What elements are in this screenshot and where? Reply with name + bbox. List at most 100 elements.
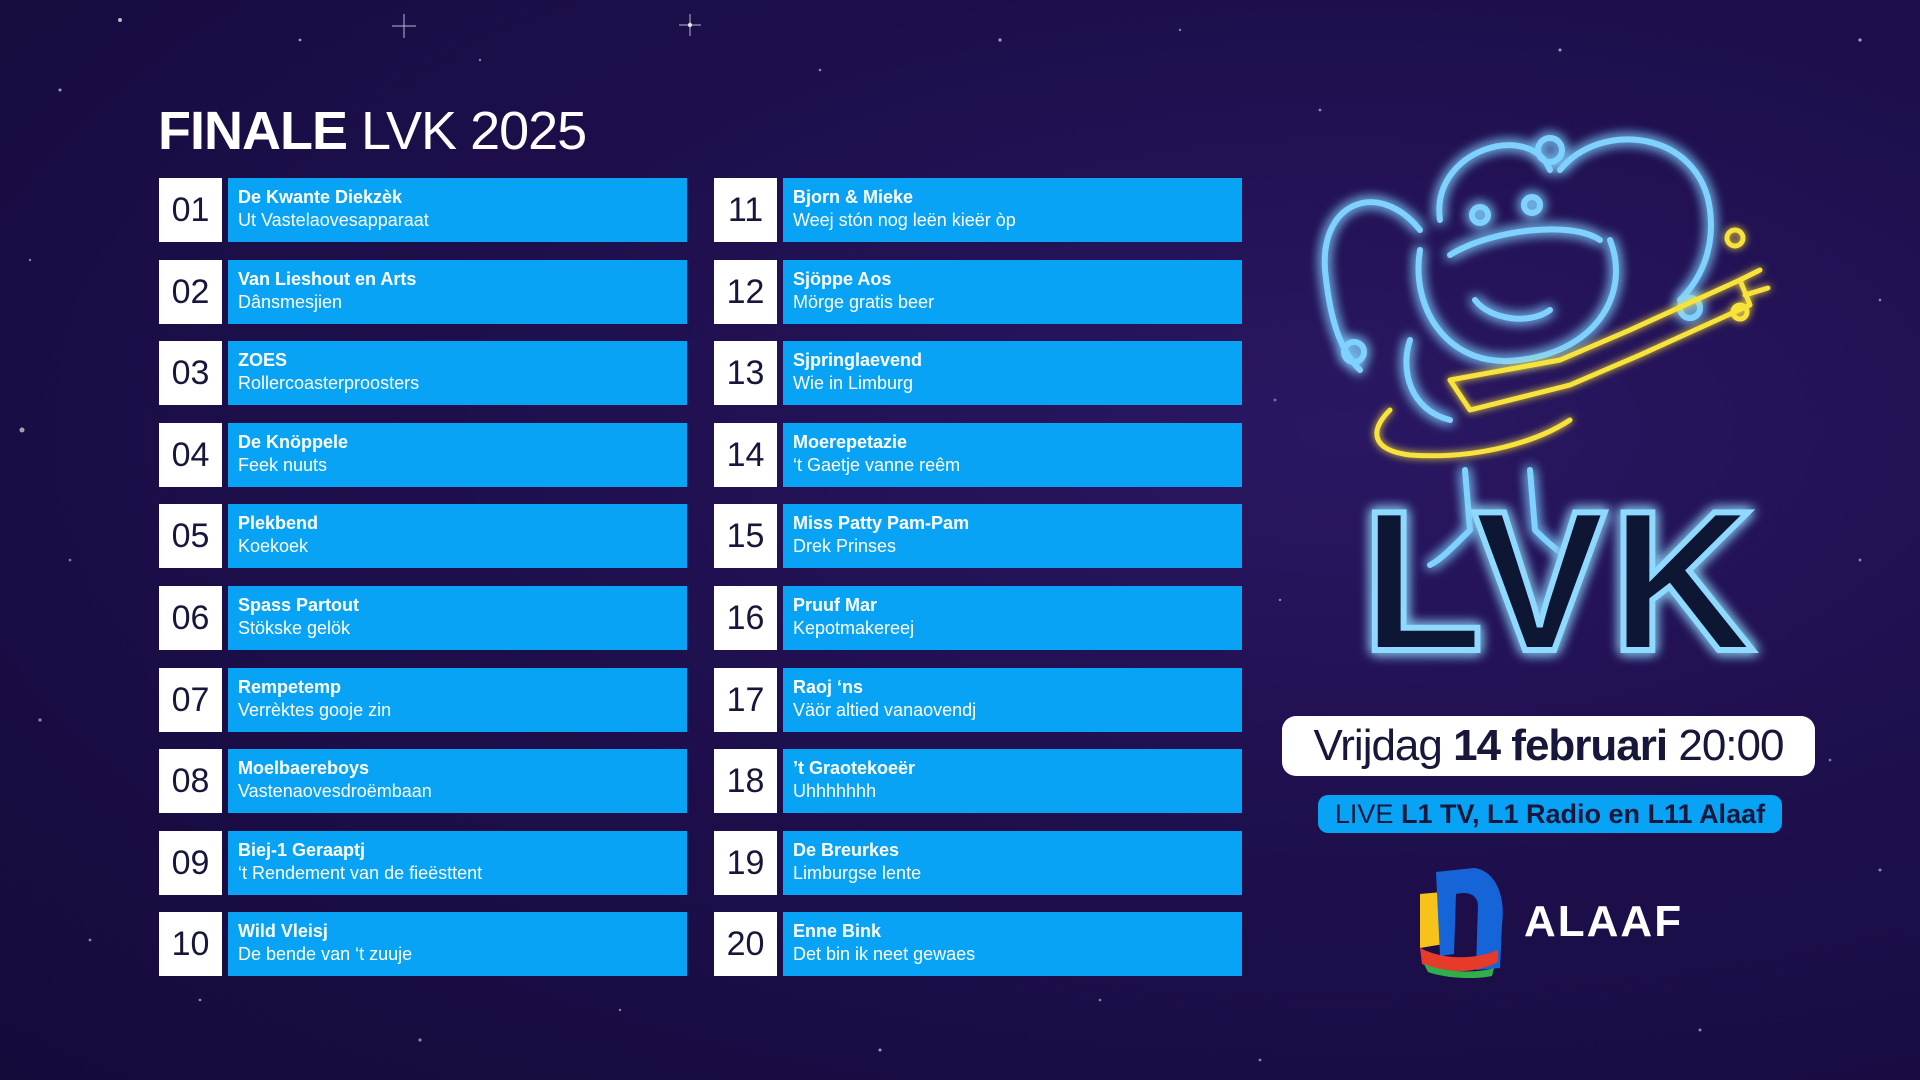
- entry-row: 16 Pruuf Mar Kepotmakereej: [714, 586, 1242, 650]
- entry-artist: De Kwante Diekzèk: [238, 187, 403, 207]
- entry-artist: ZOES: [238, 350, 288, 370]
- entry-song: Rollercoasterproosters: [238, 373, 420, 393]
- entry-number: 03: [159, 341, 222, 405]
- entry-number: 18: [714, 749, 777, 813]
- entry-row: 14 Moerepetazie ‘t Gaetje vanne reêm: [714, 423, 1242, 487]
- entry-number: 09: [159, 831, 222, 895]
- live-channels: L1 TV, L1 Radio en L11 Alaaf: [1400, 799, 1766, 829]
- page-title: FINALE LVK 2025: [158, 100, 587, 162]
- entry-number: 12: [714, 260, 777, 324]
- entry-row: 06 Spass Partout Stökske gelök: [159, 586, 687, 650]
- entry-info: Van Lieshout en Arts Dânsmesjien: [228, 260, 687, 324]
- entry-song: Vastenaovesdroëmbaan: [238, 781, 432, 801]
- entry-row: 10 Wild Vleisj De bende van ‘t zuuje: [159, 912, 687, 976]
- entry-number: 15: [714, 504, 777, 568]
- broadcast-date: Vrijdag 14 februari 20:00: [1282, 716, 1815, 776]
- entry-row: 01 De Kwante Diekzèk Ut Vastelaovesapparaa…: [159, 178, 687, 242]
- entry-number: 20: [714, 912, 777, 976]
- entry-info: Moerepetazie ‘t Gaetje vanne reêm: [783, 423, 1242, 487]
- date-date: 14 februari: [1453, 721, 1668, 770]
- entry-number: 06: [159, 586, 222, 650]
- l1-logo-icon: [1420, 868, 1503, 978]
- entry-row: 19 De Breurkes Limburgse lente: [714, 831, 1242, 895]
- entry-number: 17: [714, 668, 777, 732]
- entry-info: Wild Vleisj De bende van ‘t zuuje: [228, 912, 687, 976]
- entry-artist: Plekbend: [238, 513, 319, 533]
- title-lvk-year: LVK 2025: [361, 101, 587, 161]
- entry-number: 19: [714, 831, 777, 895]
- entry-info: Spass Partout Stökske gelök: [228, 586, 687, 650]
- entry-row: 15 Miss Patty Pam-Pam Drek Prinses: [714, 504, 1242, 568]
- entry-info: Sjöppe Aos Mörge gratis beer: [783, 260, 1242, 324]
- entry-row: 09 Biej-1 Geraaptj ‘t Rendement van de fie…: [159, 831, 687, 895]
- entry-song: Stökske gelök: [238, 618, 351, 638]
- entry-artist: Miss Patty Pam-Pam: [793, 513, 970, 533]
- entry-song: Verrèktes gooje zin: [238, 700, 392, 720]
- entry-row: 12 Sjöppe Aos Mörge gratis beer: [714, 260, 1242, 324]
- entry-row: 20 Enne Bink Det bin ik neet gewaes: [714, 912, 1242, 976]
- entry-row: 13 Sjpringlaevend Wie in Limburg: [714, 341, 1242, 405]
- entry-info: Pruuf Mar Kepotmakereej: [783, 586, 1242, 650]
- entry-row: 07 Rempetemp Verrèktes gooje zin: [159, 668, 687, 732]
- entry-info: De Breurkes Limburgse lente: [783, 831, 1242, 895]
- entry-row: 03 ZOES Rollercoasterproosters: [159, 341, 687, 405]
- entry-artist: Sjpringlaevend: [793, 350, 923, 370]
- entry-number: 14: [714, 423, 777, 487]
- date-day: Vrijdag: [1313, 721, 1443, 770]
- entry-artist: Enne Bink: [793, 921, 882, 941]
- alaaf-brand: ALAAF: [1524, 897, 1684, 946]
- entry-artist: Biej-1 Geraaptj: [238, 840, 366, 860]
- entry-song: Limburgse lente: [793, 863, 922, 883]
- entry-info: Bjorn & Mieke Weej stón nog leën kieër òp: [783, 178, 1242, 242]
- live-channels-badge: LIVE L1 TV, L1 Radio en L11 Alaaf: [1318, 795, 1782, 833]
- entry-number: 07: [159, 668, 222, 732]
- entry-song: De bende van ‘t zuuje: [238, 944, 413, 964]
- entry-row: 05 Plekbend Koekoek: [159, 504, 687, 568]
- entry-number: 10: [159, 912, 222, 976]
- entry-info: De Knöppele Feek nuuts: [228, 423, 687, 487]
- entry-song: Wie in Limburg: [793, 373, 914, 393]
- entry-artist: Bjorn & Mieke: [793, 187, 914, 207]
- lvk-letters: LVK: [1358, 467, 1758, 690]
- entry-song: ‘t Rendement van de fieësttent: [238, 863, 483, 883]
- entry-song: Kepotmakereej: [793, 618, 915, 638]
- entry-info: ZOES Rollercoasterproosters: [228, 341, 687, 405]
- entry-song: Weej stón nog leën kieër òp: [793, 210, 1016, 230]
- entry-artist: De Knöppele: [238, 432, 349, 452]
- entry-song: Dânsmesjien: [238, 292, 343, 312]
- entry-artist: Pruuf Mar: [793, 595, 878, 615]
- live-prefix: LIVE: [1334, 799, 1394, 829]
- entry-number: 01: [159, 178, 222, 242]
- entry-info: Sjpringlaevend Wie in Limburg: [783, 341, 1242, 405]
- entry-number: 11: [714, 178, 777, 242]
- date-time: 20:00: [1678, 721, 1784, 770]
- entry-info: Enne Bink Det bin ik neet gewaes: [783, 912, 1242, 976]
- entry-song: Koekoek: [238, 536, 309, 556]
- entry-row: 11 Bjorn & Mieke Weej stón nog leën kieër …: [714, 178, 1242, 242]
- entry-info: Plekbend Koekoek: [228, 504, 687, 568]
- entry-number: 08: [159, 749, 222, 813]
- entry-artist: Sjöppe Aos: [793, 269, 892, 289]
- entry-number: 02: [159, 260, 222, 324]
- entry-song: Det bin ik neet gewaes: [793, 944, 976, 964]
- entry-info: Raoj ‘ns Väör altied vanaovendj: [783, 668, 1242, 732]
- entry-song: Mörge gratis beer: [793, 292, 935, 312]
- entry-artist: De Breurkes: [793, 840, 900, 860]
- lvk-neon-jester-logo: LVK: [1321, 135, 1771, 690]
- entry-artist: ’t Graotekoeër: [793, 758, 916, 778]
- entry-info: De Kwante Diekzèk Ut Vastelaovesapparaat: [228, 178, 687, 242]
- lvk-logo-text: LVK: [1361, 470, 1758, 690]
- entry-number: 04: [159, 423, 222, 487]
- entry-number: 16: [714, 586, 777, 650]
- entry-artist: Moerepetazie: [793, 432, 908, 452]
- entry-row: 17 Raoj ‘ns Väör altied vanaovendj: [714, 668, 1242, 732]
- entry-song: Feek nuuts: [238, 455, 328, 475]
- entry-info: Moelbaereboys Vastenaovesdroëmbaan: [228, 749, 687, 813]
- entry-row: 18 ’t Graotekoeër Uhhhhhhh: [714, 749, 1242, 813]
- entry-song: Väör altied vanaovendj: [793, 700, 977, 720]
- entry-song: ‘t Gaetje vanne reêm: [793, 455, 961, 475]
- entry-info: Rempetemp Verrèktes gooje zin: [228, 668, 687, 732]
- entry-row: 02 Van Lieshout en Arts Dânsmesjien: [159, 260, 687, 324]
- entry-info: Biej-1 Geraaptj ‘t Rendement van de fieës…: [228, 831, 687, 895]
- entry-number: 13: [714, 341, 777, 405]
